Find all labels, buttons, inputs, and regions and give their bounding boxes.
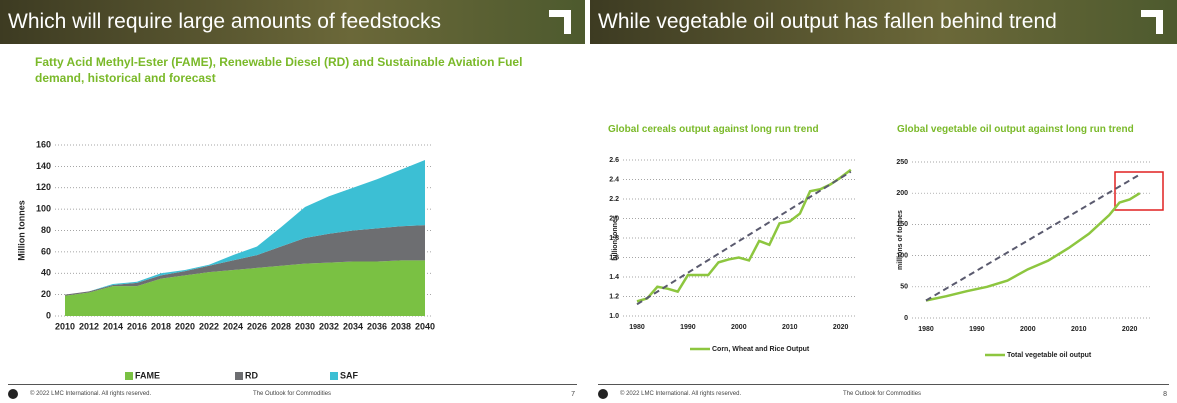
x-tick-label: 2012 <box>79 321 99 331</box>
x-tick-label: 2010 <box>782 324 798 331</box>
y-tick-label: 100 <box>36 204 51 214</box>
y-tick-label: 250 <box>896 159 908 166</box>
legend-label: FAME <box>135 370 160 380</box>
y-tick-label: 80 <box>41 225 51 235</box>
x-tick-label: 2014 <box>103 321 123 331</box>
y-axis-label: Million tonnes <box>16 200 26 261</box>
highlight-box <box>1115 172 1163 210</box>
y-tick-label: 1.0 <box>609 313 619 320</box>
y-tick-label: 40 <box>41 268 51 278</box>
x-tick-label: 2038 <box>391 321 411 331</box>
y-tick-label: 20 <box>41 289 51 299</box>
legend-label: RD <box>245 370 258 380</box>
x-tick-label: 1990 <box>969 326 985 333</box>
y-tick-label: 2.6 <box>609 157 619 164</box>
charts: 0204060801001201401602010201220142016201… <box>0 0 1177 402</box>
x-tick-label: 2040 <box>415 321 435 331</box>
y-tick-label: 0 <box>46 310 51 320</box>
x-tick-label: 2032 <box>319 321 339 331</box>
x-tick-label: 1990 <box>680 324 696 331</box>
y-tick-label: 2.2 <box>609 196 619 203</box>
x-tick-label: 2010 <box>1071 326 1087 333</box>
legend-label: SAF <box>340 370 359 380</box>
y-tick-label: 160 <box>36 139 51 149</box>
x-tick-label: 2020 <box>175 321 195 331</box>
x-tick-label: 2010 <box>55 321 75 331</box>
line <box>926 193 1140 300</box>
x-tick-label: 1980 <box>629 324 645 331</box>
y-tick-label: 120 <box>36 182 51 192</box>
x-tick-label: 2026 <box>247 321 267 331</box>
y-tick-label: 1.2 <box>609 293 619 300</box>
legend-swatch <box>125 372 133 380</box>
x-tick-label: 2022 <box>199 321 219 331</box>
x-tick-label: 2028 <box>271 321 291 331</box>
x-tick-label: 2024 <box>223 321 243 331</box>
line <box>637 170 851 302</box>
x-tick-label: 2020 <box>833 324 849 331</box>
x-tick-label: 2034 <box>343 321 363 331</box>
y-tick-label: 1.4 <box>609 274 619 281</box>
x-tick-label: 1980 <box>918 326 934 333</box>
page: Which will require large amounts of feed… <box>0 0 1177 402</box>
y-tick-label: 50 <box>900 284 908 291</box>
y-axis-label: billion tonnes <box>612 215 619 261</box>
x-tick-label: 2018 <box>151 321 171 331</box>
x-tick-label: 2016 <box>127 321 147 331</box>
y-tick-label: 60 <box>41 246 51 256</box>
y-tick-label: 0 <box>904 315 908 322</box>
legend-label: Total vegetable oil output <box>1007 352 1092 359</box>
legend-label: Corn, Wheat and Rice Output <box>712 346 810 353</box>
legend-swatch <box>330 372 338 380</box>
x-tick-label: 2036 <box>367 321 387 331</box>
x-tick-label: 2020 <box>1122 326 1138 333</box>
y-axis-label: millions of tonnes <box>897 210 904 270</box>
x-tick-label: 2000 <box>1020 326 1036 333</box>
legend-swatch <box>235 372 243 380</box>
y-tick-label: 140 <box>36 161 51 171</box>
y-tick-label: 200 <box>896 190 908 197</box>
x-tick-label: 2030 <box>295 321 315 331</box>
x-tick-label: 2000 <box>731 324 747 331</box>
y-tick-label: 2.4 <box>609 176 619 183</box>
